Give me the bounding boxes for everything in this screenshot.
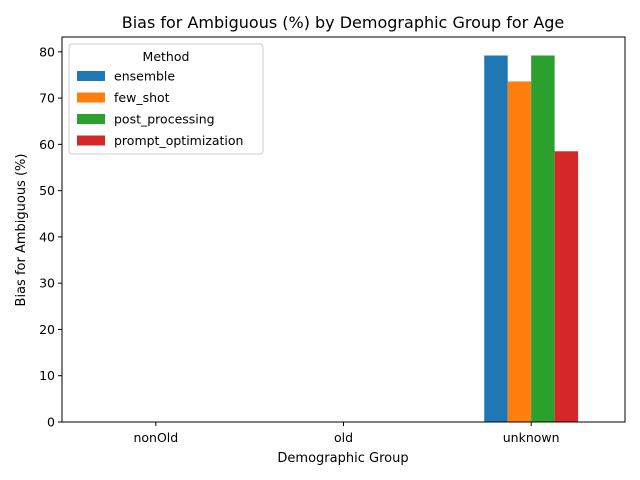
legend: Method ensemble few_shot post_processingpro… xyxy=(68,43,264,155)
bar-post_processing-unknown xyxy=(531,55,555,423)
bar-ensemble-unknown xyxy=(484,55,508,423)
y-tick-label: 20 xyxy=(39,322,55,337)
legend-label-post_processing: post_processing xyxy=(114,112,215,127)
legend-label-ensemble: ensemble xyxy=(114,69,175,84)
legend-title: Method xyxy=(143,49,190,64)
y-tick-label: 60 xyxy=(39,137,55,152)
legend-label-few_shot: few_shot xyxy=(114,90,170,105)
y-tick-label: 10 xyxy=(39,368,55,383)
legend-box xyxy=(68,43,264,155)
legend-swatch-few_shot xyxy=(77,92,105,103)
y-tick-label: 80 xyxy=(39,44,55,59)
x-axis-label: Demographic Group xyxy=(277,451,408,466)
bar-prompt_optimization-unknown xyxy=(554,151,579,422)
y-tick-label: 70 xyxy=(39,91,55,106)
y-tick-label: 50 xyxy=(39,183,55,198)
legend-swatch-post_processing xyxy=(77,114,105,124)
y-tick-label: 30 xyxy=(39,276,55,291)
legend-label-prompt_optimization: prompt_optimization xyxy=(114,133,243,148)
legend-swatch-prompt_optimization xyxy=(77,135,105,146)
bar-few_shot-unknown xyxy=(507,81,532,422)
plot-area: 0 10 20 30 40 50 60 70 80 nonOld old unknown xyxy=(39,36,626,445)
x-tick-label: nonOld xyxy=(133,430,178,445)
y-axis-label: Bias for Ambiguous (%) xyxy=(14,154,29,307)
x-tick-label: old xyxy=(334,430,353,445)
legend-swatch-ensemble xyxy=(77,71,105,81)
x-tick-label: unknown xyxy=(503,430,560,445)
y-tick-label: 40 xyxy=(39,229,55,244)
y-tick-label: 0 xyxy=(47,415,55,430)
chart-title: Bias for Ambiguous (%) by Demographic Gr… xyxy=(122,13,565,32)
